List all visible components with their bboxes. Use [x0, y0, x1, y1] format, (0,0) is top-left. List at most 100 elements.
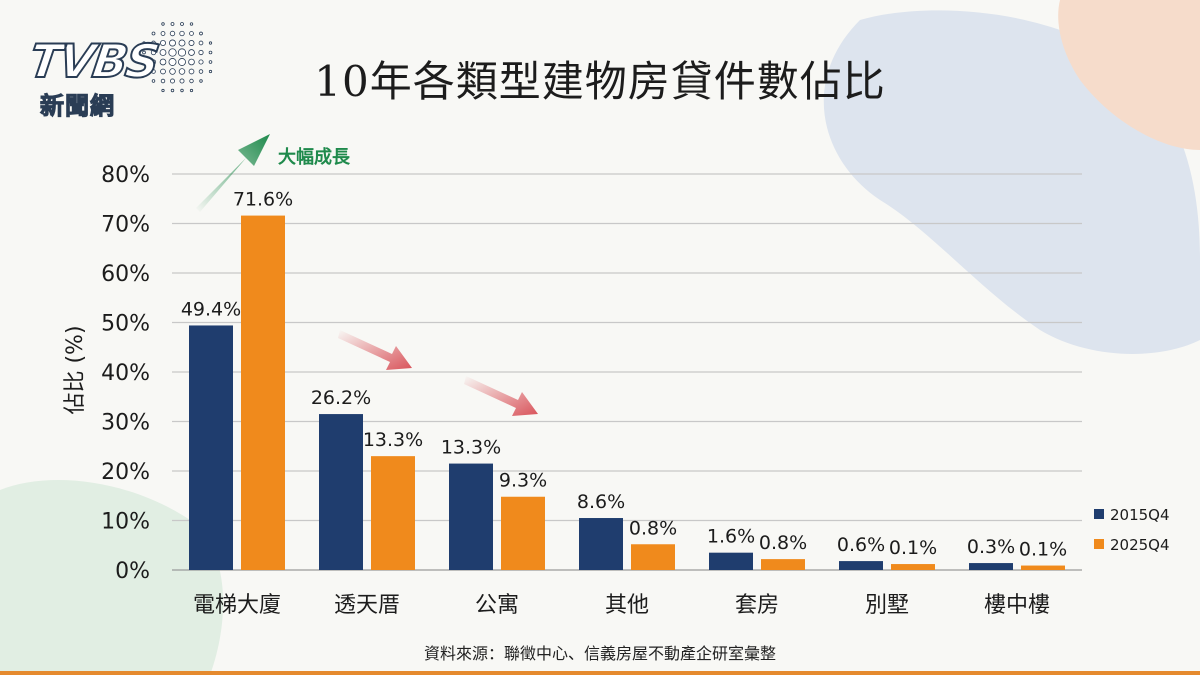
logo-dot	[159, 39, 167, 47]
bar-2025Q4-2	[501, 496, 545, 570]
logo-dot	[151, 31, 156, 36]
chart-title: 10年各類型建物房貸件數佔比	[314, 57, 886, 106]
bar-2015Q4-6	[969, 563, 1013, 570]
logo-dot	[178, 39, 186, 47]
logo-dot	[170, 78, 175, 84]
growth-arrow-icon	[196, 134, 270, 212]
logo-dot	[142, 60, 146, 64]
data-labels: 49.4%71.6%26.2%13.3% 13.3%9.3%8.6%0.8% 1.6…	[181, 189, 1067, 561]
decline-arrow-icon	[464, 376, 538, 416]
logo-dot	[189, 22, 194, 26]
x-tick-label: 套房	[735, 593, 779, 618]
bars	[189, 215, 1065, 570]
legend-label: 2015Q4	[1110, 506, 1170, 524]
logo-dot	[177, 48, 187, 57]
logo-dot	[178, 58, 186, 66]
y-tick-label: 30%	[101, 411, 150, 436]
logo-subtitle: 新聞網	[40, 92, 115, 121]
y-axis-label: 佔比 (%)	[63, 325, 88, 414]
logo-dot	[198, 49, 204, 56]
logo-dot	[179, 30, 185, 37]
logo-dot	[180, 22, 184, 26]
data-label: 0.3%	[967, 536, 1015, 558]
logo-dot	[208, 50, 213, 55]
logo-dot	[168, 58, 177, 66]
decline-arrow-icon	[338, 330, 412, 370]
data-label: 49.4%	[181, 298, 241, 320]
y-tick-label: 10%	[101, 510, 150, 535]
data-label: 0.6%	[837, 534, 885, 556]
x-tick-label: 其他	[605, 593, 649, 618]
logo-dot	[142, 41, 146, 45]
logo-dot	[189, 78, 194, 84]
logo-dot	[208, 41, 213, 45]
logo-dots-icon	[142, 22, 213, 93]
logo-dot	[161, 22, 165, 26]
tvbs-logo: TVBS 新聞網	[25, 14, 218, 124]
x-tick-label: 電梯大廈	[193, 593, 281, 618]
logo-dot	[170, 88, 175, 93]
y-tick-label: 0%	[115, 559, 150, 584]
logo-dot	[199, 79, 203, 83]
logo-dot	[178, 68, 186, 75]
bar-2015Q4-2	[449, 463, 493, 570]
legend-swatch	[1094, 509, 1104, 519]
logo-dot	[168, 48, 177, 57]
logo-dot	[159, 58, 167, 66]
logo-dot	[159, 49, 167, 56]
logo-dot	[169, 30, 176, 37]
bar-2015Q4-3	[579, 518, 623, 570]
logo-dot	[189, 88, 194, 93]
bar-2025Q4-3	[631, 544, 675, 570]
data-label: 0.1%	[889, 537, 937, 559]
logo-dot	[198, 59, 204, 65]
data-label: 71.6%	[233, 189, 293, 211]
logo-dot	[188, 49, 195, 56]
logo-dot	[170, 22, 175, 26]
x-tick-label: 透天厝	[334, 593, 400, 618]
logo-dot	[179, 78, 185, 84]
bottom-accent-bar	[0, 671, 1200, 675]
logo-dot	[151, 79, 156, 83]
logo-dot	[142, 50, 146, 55]
y-tick-label: 40%	[101, 361, 150, 386]
logo-dot	[150, 49, 157, 56]
logo-dot	[188, 58, 195, 66]
logo-dot	[169, 39, 176, 47]
data-label: 26.2%	[311, 387, 371, 409]
logo-dot	[198, 40, 204, 46]
bar-2015Q4-1	[319, 414, 363, 570]
x-axis-ticks: 電梯大廈 透天厝 公寓 其他 套房 別墅 樓中樓	[193, 593, 1050, 618]
bar-2015Q4-0	[189, 325, 233, 570]
bar-2025Q4-5	[891, 564, 935, 570]
logo-dot	[188, 40, 195, 46]
y-tick-label: 20%	[101, 460, 150, 485]
bar-2015Q4-4	[709, 552, 753, 570]
y-axis-ticks: 0% 10% 20% 30% 40% 50% 60% 70% 80%	[101, 163, 150, 584]
logo-dot	[208, 69, 213, 74]
logo-dot	[199, 31, 203, 36]
y-tick-label: 60%	[101, 262, 150, 287]
annotations: 大幅成長	[196, 134, 538, 416]
bg-blob-green	[0, 480, 224, 675]
data-label: 0.1%	[1019, 539, 1067, 561]
logo-dot	[150, 59, 157, 65]
bg-blob-peach	[1058, 0, 1200, 150]
logo-dot	[160, 78, 166, 84]
data-label: 0.8%	[629, 517, 677, 539]
data-label: 13.3%	[441, 437, 501, 459]
x-tick-label: 樓中樓	[984, 593, 1050, 618]
x-tick-label: 公寓	[475, 593, 519, 618]
logo-dot	[198, 69, 204, 74]
logo-dot	[160, 68, 166, 75]
logo-dot	[189, 31, 194, 36]
source-note: 資料來源：聯徵中心、信義房屋不動產企研室彙整	[423, 644, 776, 663]
legend: 2015Q4 2025Q4	[1094, 506, 1170, 554]
y-tick-label: 50%	[101, 312, 150, 337]
logo-dot	[188, 68, 195, 75]
data-label: 1.6%	[707, 526, 755, 548]
data-label: 13.3%	[363, 429, 423, 451]
